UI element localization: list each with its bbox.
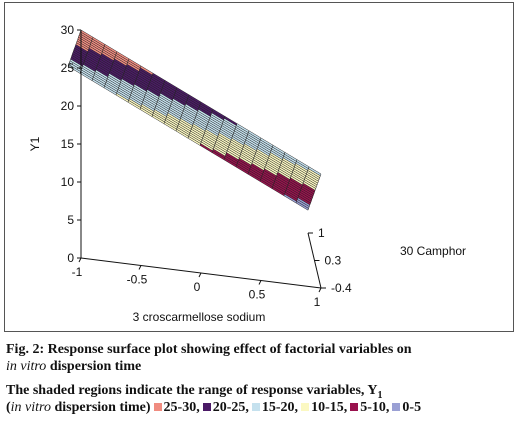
legend-label: 15-20,: [261, 400, 299, 415]
caption-line-4: (in vitro dispersion time) 25-30, 20-25, 15…: [6, 399, 516, 416]
legend-label: 10-15,: [311, 400, 348, 415]
caption-line-4-open: (: [6, 400, 11, 415]
y-tick-label: 30: [61, 23, 75, 37]
legend-item: 5-10,: [349, 399, 389, 416]
x-tick-label: -1: [72, 265, 83, 279]
legend-swatch: [251, 403, 260, 411]
caption-line-2: in vitro dispersion time: [6, 358, 516, 375]
z-tick-label: 1: [318, 226, 325, 240]
y-axis-title: Y1: [28, 136, 42, 151]
x-tick-label: 1: [314, 295, 321, 309]
caption-line-3: The shaded regions indicate the range of…: [6, 382, 516, 404]
legend: 25-30, 20-25, 15-20, 10-15, 5-10, 0-5: [151, 399, 421, 416]
x-axis-title: 3 croscarmellose sodium: [133, 310, 266, 324]
caption-line-2-rest: dispersion time: [46, 359, 142, 374]
x-tick-mark: [198, 272, 202, 278]
caption-line-4-rest: dispersion time): [50, 400, 151, 415]
caption-line-3-text: The shaded regions indicate the range of…: [6, 383, 378, 398]
legend-swatch: [301, 403, 310, 411]
caption-line-2-italic: in vitro: [6, 359, 47, 374]
z-tick-label: -0.4: [331, 281, 352, 295]
caption-line-1: Fig. 2: Response surface plot showing ef…: [6, 342, 412, 357]
legend-item: 20-25,: [202, 399, 249, 416]
chart-frame: 0 5 10 15 20 25 30 -1 -0.5 0 0.5 1 -0.4 0.3 1 3 croscar…: [4, 2, 514, 332]
legend-swatch: [153, 403, 162, 411]
x-tick-label: 0: [194, 280, 201, 294]
legend-swatch: [202, 403, 211, 411]
legend-label: 20-25,: [212, 400, 249, 415]
z-axis-title: 30 Camphor: [400, 244, 466, 258]
legend-label: 25-30,: [163, 400, 200, 415]
y-tick-label: 20: [61, 99, 75, 113]
legend-label: 0-5: [402, 400, 422, 415]
legend-swatch: [392, 403, 401, 411]
legend-item: 25-30,: [153, 399, 200, 416]
y-tick-label: 15: [61, 137, 75, 151]
legend-swatch: [350, 403, 359, 411]
legend-item: 15-20,: [251, 399, 298, 416]
legend-item: 0-5: [391, 399, 421, 416]
x-tick-mark: [138, 265, 142, 270]
x-tick-mark: [78, 257, 82, 263]
y-tick-label: 5: [67, 213, 74, 227]
x-tick-label: 0.5: [249, 288, 266, 302]
y-tick-label: 25: [61, 61, 75, 75]
x-tick-label: -0.5: [127, 273, 148, 287]
caption-line-3-sub: 1: [377, 389, 383, 401]
surface-cell: [308, 166, 322, 177]
x-tick-mark: [258, 280, 262, 285]
legend-item: 10-15,: [300, 399, 347, 416]
legend-label: 5-10,: [360, 400, 390, 415]
x-tick-mark: [318, 287, 322, 293]
z-tick-label: 0.3: [325, 254, 342, 268]
y-tick-label: 0: [67, 251, 74, 265]
y-tick-label: 10: [61, 175, 75, 189]
caption-line-4-italic: in vitro: [10, 400, 51, 415]
